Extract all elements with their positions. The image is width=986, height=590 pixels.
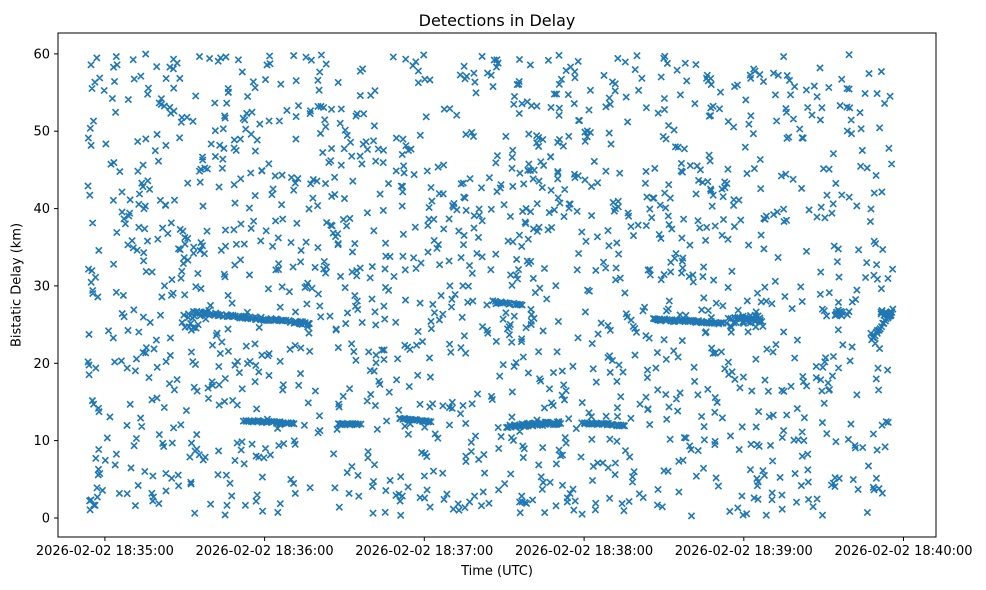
y-tick-label: 10 [33,434,50,449]
x-tick-label: 2026-02-02 18:40:00 [834,544,972,559]
x-tick-label: 2026-02-02 18:37:00 [355,544,493,559]
x-tick-label: 2026-02-02 18:36:00 [196,544,334,559]
y-tick-label: 30 [33,279,50,294]
y-axis-label: Bistatic Delay (km) [9,222,25,348]
axes-frame [57,32,937,538]
y-tick-label: 60 [33,47,50,62]
x-tick-label: 2026-02-02 18:39:00 [675,544,813,559]
y-tick-label: 20 [33,357,50,372]
x-tick-label: 2026-02-02 18:38:00 [515,544,653,559]
x-axis-label: Time (UTC) [461,564,533,579]
x-tick-label: 2026-02-02 18:35:00 [36,544,174,559]
y-tick-label: 0 [42,512,50,527]
chart-title: Detections in Delay [418,11,576,30]
scatter-points [84,50,897,520]
y-tick-label: 40 [33,202,50,217]
y-tick-label: 50 [33,125,50,140]
